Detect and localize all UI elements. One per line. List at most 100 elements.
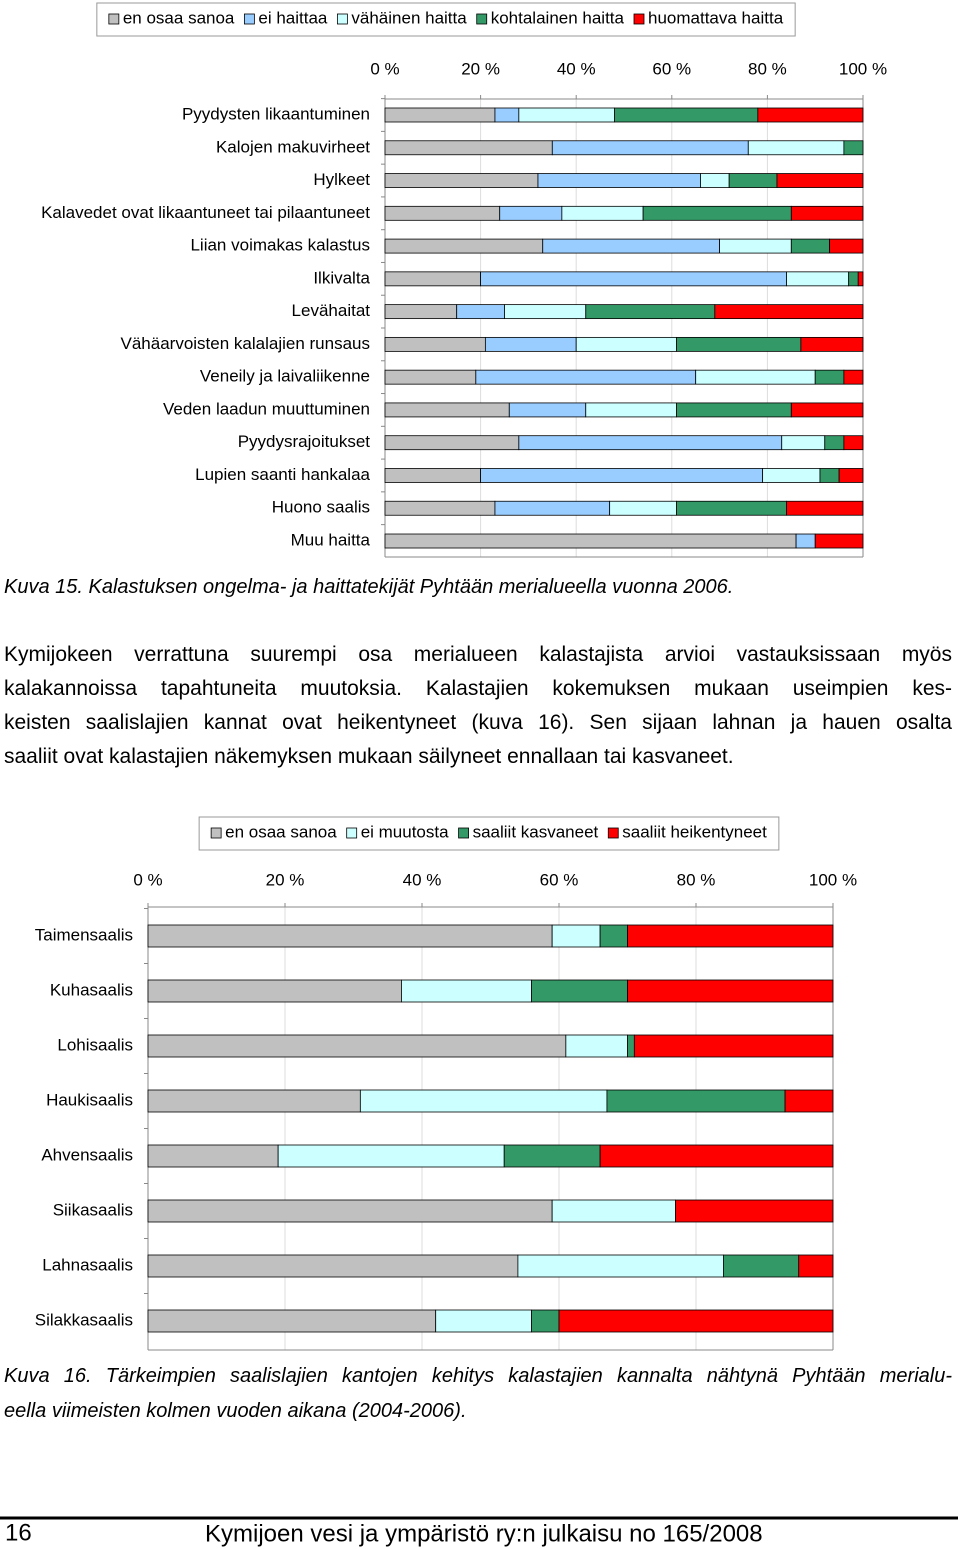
paragraph-line: saaliit ovat kalastajien näkemyksen muka… [4,745,734,768]
bar-segment [714,304,864,320]
bar-segment [786,500,864,516]
bar-segment [795,533,816,549]
legend-marker [336,13,348,25]
y-tick-label: Lupien saanti hankalaa [195,465,370,484]
legend-marker [607,827,619,839]
x-tick-label: 80 % [748,59,787,78]
bar-segment [627,1034,635,1058]
bar-segment [561,205,644,221]
x-tick-label: 0 % [370,59,399,78]
bar-segment [781,435,826,451]
caption: Kuva 15. Kalastuksen ongelma- ja haittat… [4,576,734,598]
bar-segment [585,304,716,320]
bar-segment [494,500,611,516]
bar-segment [814,533,864,549]
bar-segment [627,924,834,948]
bar-segment [558,1309,834,1333]
bar-segment [575,336,677,352]
bar-segment [504,304,587,320]
bar-segment [551,1199,676,1223]
legend: en osaa sanoa ei muutosta saaliit kasvanee… [198,816,780,851]
bar-segment [384,173,539,188]
bar-segment [384,369,477,385]
bar-segment [475,369,697,385]
x-tick-label: 40 % [557,59,596,78]
bar-segment [384,533,797,549]
bar-segment [848,271,859,287]
bar-segment [843,140,864,156]
bar-segment [614,107,759,123]
legend-label: saaliit heikentyneet [622,822,767,841]
bar-segment [435,1309,533,1333]
legend: en osaa sanoa ei haittaa vähäinen haitta ko… [96,2,796,37]
footer-title: Kymijoen vesi ja ympäristö ry:n julkaisu… [205,1520,763,1547]
caption-line: eella viimeisten kolmen vuoden aikana (2… [4,1400,467,1422]
y-tick-label: Veneily ja laivaliikenne [200,367,370,386]
x-tick-label: 0 % [133,870,162,889]
bar-segment [599,924,628,948]
bar-segment [480,468,764,483]
y-tick-label: Pyydysrajoitukset [238,432,371,451]
bar-segment [147,1199,553,1223]
y-tick-label: Kalavedet ovat likaantuneet tai pilaantu… [41,203,370,222]
bar-segment [384,402,510,418]
legend-label: huomattava haitta [648,8,784,27]
bar-segment [675,1199,834,1223]
x-tick-label: 100 % [809,870,857,889]
bar-segment [676,402,792,418]
bar-segment [565,1034,628,1058]
bar-segment [384,468,481,483]
y-tick-label: Kalojen makuvirheet [216,137,370,156]
bar-segment [843,369,864,385]
legend-label: en osaa sanoa [123,8,235,27]
legend-label: kohtalainen haitta [491,8,625,27]
bar-segment [676,336,802,352]
bar-segment [747,140,845,156]
y-tick-label: Muu haitta [291,530,371,549]
bar-segment [384,500,496,516]
bar-segment [790,402,864,418]
bar-segment [384,205,501,221]
legend-label: ei muutosta [361,822,449,841]
bar-segment [824,435,845,451]
paragraph-line: Kymijokeen verrattuna suurempi osa meria… [4,643,952,666]
y-tick-label: Ahvensaalis [41,1145,133,1164]
bar-segment [518,435,783,451]
bar-segment [499,205,563,221]
bar-segment [786,271,850,287]
y-tick-label: Siikasaalis [53,1200,133,1219]
bar-segment [518,107,615,123]
bar-segment [814,369,845,385]
bar-segment [551,924,601,948]
legend-marker [210,827,222,839]
bar-segment [695,369,816,385]
legend-marker [346,827,358,839]
bar-segment [757,107,864,123]
paragraph-line: kalakannoissa tapahtuneita muutoksia. Ka… [4,677,952,700]
bar-segment [277,1144,505,1168]
legend-marker [476,13,488,25]
bar-segment [800,336,864,352]
x-tick-label: 60 % [652,59,691,78]
bar-segment [531,979,628,1003]
bar-segment [531,1309,560,1333]
y-tick-label: Ilkivalta [313,268,370,287]
bar-segment [384,107,496,123]
legend-label: ei haittaa [258,8,328,27]
bar-segment [784,1089,834,1113]
legend-marker [458,827,469,839]
bar-segment [537,173,701,188]
legend-box [198,816,780,851]
bar-segment [790,238,830,254]
y-tick-label: Levähaitat [292,301,371,320]
bar-segment [384,336,486,352]
bar-segment [790,205,864,221]
x-tick-label: 20 % [266,870,305,889]
x-tick-label: 100 % [839,59,887,78]
bar-segment [723,1254,800,1278]
bar-segment [384,271,481,287]
bar-segment [551,140,749,156]
bar-segment [762,468,821,483]
x-tick-label: 40 % [403,870,442,889]
